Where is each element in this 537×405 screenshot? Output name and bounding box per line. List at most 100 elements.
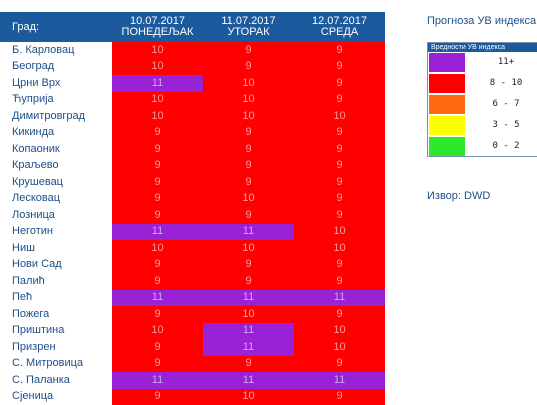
uv-value-cell: 10: [112, 323, 203, 340]
city-name: Лозница: [0, 207, 112, 224]
header-day: ПОНЕДЕЉАК: [112, 27, 203, 38]
header-day: СРЕДА: [294, 27, 385, 38]
uv-value-cell: 10: [203, 108, 294, 125]
uv-value-cell: 10: [112, 59, 203, 76]
legend-label: 11+: [474, 53, 537, 72]
uv-value-cell: 9: [203, 174, 294, 191]
legend-item: 6 - 7: [428, 95, 537, 115]
uv-value-cell: 10: [294, 108, 385, 125]
city-name: Ћуприја: [0, 92, 112, 109]
uv-value-cell: 9: [294, 75, 385, 92]
uv-value-cell: 11: [203, 323, 294, 340]
uv-value-cell: 11: [203, 290, 294, 307]
city-name: Крушевац: [0, 174, 112, 191]
city-name: Краљево: [0, 158, 112, 175]
city-name: Ниш: [0, 240, 112, 257]
uv-value-cell: 10: [203, 240, 294, 257]
legend-header: Вредности УВ индекса: [428, 43, 537, 52]
date-column-header: 12.07.2017 СРЕДА: [294, 12, 385, 42]
uv-value-cell: 9: [294, 125, 385, 142]
uv-value-cell: 11: [112, 372, 203, 389]
legend-swatch: [429, 116, 465, 135]
legend-item: 0 - 2: [428, 137, 537, 157]
city-name: Палић: [0, 273, 112, 290]
city-name: Призрен: [0, 339, 112, 356]
uv-value-cell: 10: [112, 108, 203, 125]
uv-value-cell: 9: [294, 191, 385, 208]
uv-value-cell: 10: [203, 306, 294, 323]
city-name: Лесковац: [0, 191, 112, 208]
legend-label: 8 - 10: [474, 74, 537, 93]
legend-label: 0 - 2: [474, 137, 537, 156]
legend-item: 8 - 10: [428, 74, 537, 94]
date-column-header: 11.07.2017 УТОРАК: [203, 12, 294, 42]
uv-value-cell: 10: [294, 339, 385, 356]
uv-value-cell: 9: [294, 42, 385, 59]
uv-value-cell: 10: [294, 240, 385, 257]
uv-value-cell: 10: [294, 323, 385, 340]
legend-swatch: [429, 137, 465, 156]
uv-value-cell: 11: [294, 372, 385, 389]
uv-value-cell: 9: [203, 59, 294, 76]
uv-value-cell: 9: [203, 158, 294, 175]
city-name: Београд: [0, 59, 112, 76]
uv-value-cell: 11: [112, 75, 203, 92]
uv-value-cell: 9: [203, 42, 294, 59]
uv-value-cell: 9: [294, 306, 385, 323]
uv-value-cell: 10: [294, 224, 385, 241]
uv-value-cell: 9: [112, 158, 203, 175]
city-name: Копаоник: [0, 141, 112, 158]
uv-value-cell: 9: [203, 141, 294, 158]
header-day: УТОРАК: [203, 27, 294, 38]
uv-value-cell: 9: [294, 141, 385, 158]
uv-value-cell: 9: [112, 191, 203, 208]
uv-value-cell: 10: [112, 92, 203, 109]
city-name: Црни Врх: [0, 75, 112, 92]
table-header-row: Град: 10.07.2017 ПОНЕДЕЉАК 11.07.2017 УТ…: [0, 12, 385, 42]
city-name: С. Паланка: [0, 372, 112, 389]
city-name: Кикинда: [0, 125, 112, 142]
city-name: Неготин: [0, 224, 112, 241]
uv-value-cell: 9: [112, 207, 203, 224]
uv-value-cell: 9: [294, 257, 385, 274]
uv-value-cell: 9: [112, 339, 203, 356]
uv-value-cell: 10: [203, 75, 294, 92]
uv-value-cell: 9: [112, 141, 203, 158]
uv-value-cell: 9: [112, 356, 203, 373]
uv-value-cell: 9: [203, 207, 294, 224]
legend-swatch: [429, 95, 465, 114]
uv-value-cell: 9: [112, 257, 203, 274]
legend-label: 6 - 7: [474, 95, 537, 114]
uv-value-cell: 9: [203, 125, 294, 142]
uv-value-cell: 9: [294, 207, 385, 224]
uv-value-cell: 9: [294, 273, 385, 290]
city-column-header: Град:: [0, 12, 112, 42]
uv-value-cell: 9: [203, 257, 294, 274]
uv-value-cell: 11: [112, 224, 203, 241]
uv-value-cell: 9: [203, 273, 294, 290]
uv-value-cell: 9: [112, 125, 203, 142]
city-name: Нови Сад: [0, 257, 112, 274]
legend-item: 11+: [428, 53, 537, 73]
uv-value-cell: 11: [203, 339, 294, 356]
uv-value-cell: 9: [294, 158, 385, 175]
uv-value-cell: 10: [203, 92, 294, 109]
uv-value-cell: 10: [203, 191, 294, 208]
